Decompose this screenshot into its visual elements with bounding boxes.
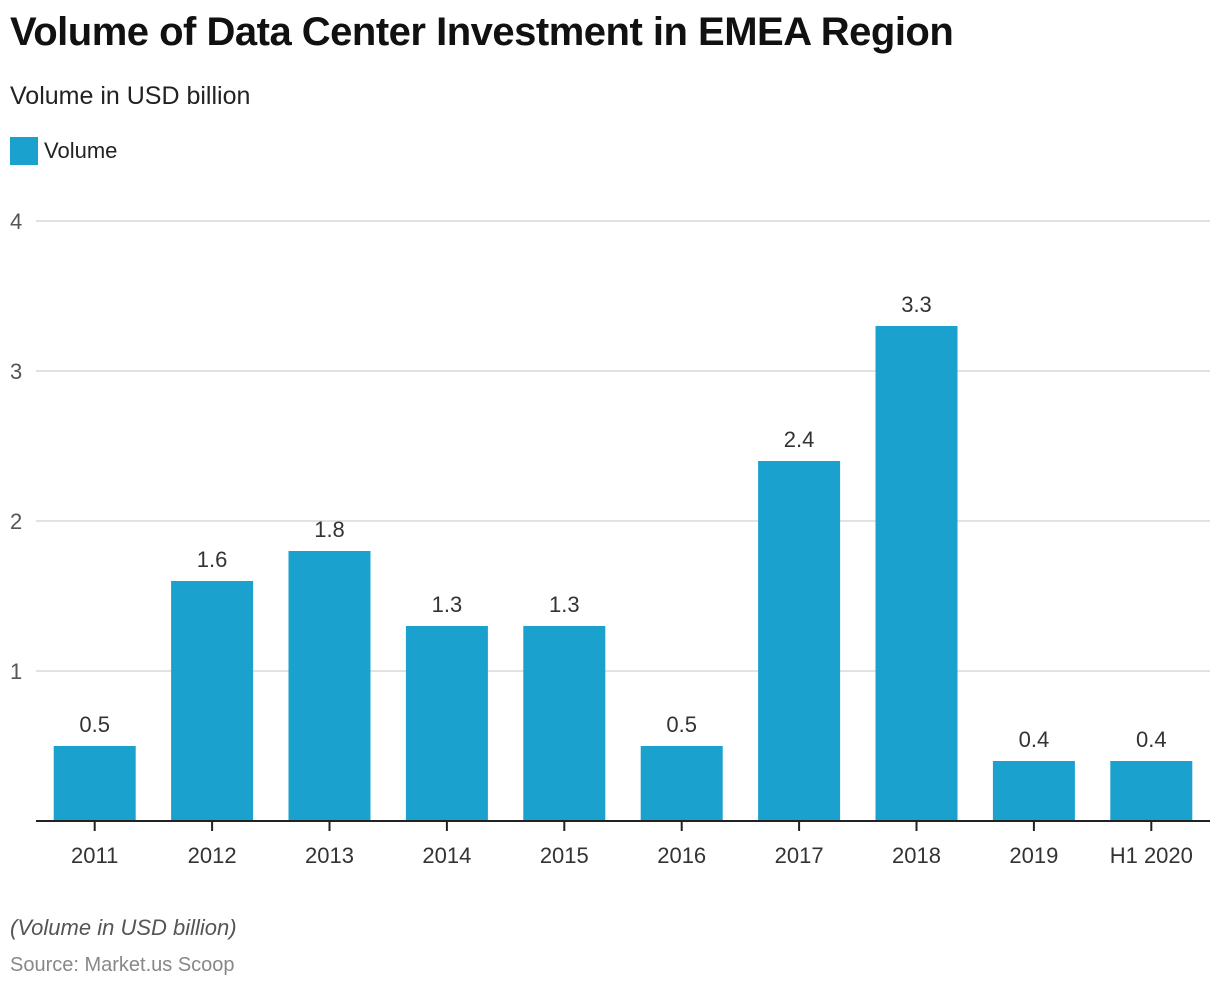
chart-note: (Volume in USD billion) <box>10 915 237 940</box>
y-tick-label: 3 <box>10 359 22 384</box>
bar-2018 <box>875 326 958 821</box>
legend-label-volume: Volume <box>44 138 118 163</box>
y-tick-label: 2 <box>10 509 22 534</box>
data-label: 0.5 <box>79 712 110 737</box>
data-label: 0.5 <box>666 712 697 737</box>
data-label: 1.8 <box>314 517 345 542</box>
bar-2012 <box>171 581 254 821</box>
bar-2015 <box>523 626 606 821</box>
bar-2014 <box>405 626 488 821</box>
x-tick-label: 2015 <box>540 843 589 868</box>
chart-source: Source: Market.us Scoop <box>10 954 235 976</box>
data-label: 1.6 <box>197 547 228 572</box>
data-label: 1.3 <box>432 592 463 617</box>
bar-h1-2020 <box>1110 761 1193 821</box>
data-label: 2.4 <box>784 427 815 452</box>
y-tick-label: 4 <box>10 209 22 234</box>
legend-swatch-volume <box>10 137 38 165</box>
bar-2019 <box>992 761 1075 821</box>
x-tick-label: 2014 <box>422 843 471 868</box>
x-tick-label: 2016 <box>657 843 706 868</box>
x-tick-label: 2011 <box>71 843 118 868</box>
bar-2016 <box>640 746 723 821</box>
y-tick-label: 1 <box>10 659 22 684</box>
bar-2011 <box>53 746 136 821</box>
x-tick-label: 2012 <box>188 843 237 868</box>
legend: Volume <box>10 137 117 165</box>
data-label: 0.4 <box>1136 727 1167 752</box>
data-label: 0.4 <box>1019 727 1050 752</box>
data-label: 3.3 <box>901 292 932 317</box>
chart-subtitle: Volume in USD billion <box>10 82 251 110</box>
chart-title: Volume of Data Center Investment in EMEA… <box>10 10 954 54</box>
x-tick-label: 2018 <box>892 843 941 868</box>
x-tick-label: H1 2020 <box>1110 843 1193 868</box>
x-tick-label: 2017 <box>775 843 824 868</box>
data-label: 1.3 <box>549 592 580 617</box>
x-tick-label: 2019 <box>1009 843 1058 868</box>
bar-2013 <box>288 551 371 821</box>
x-tick-label: 2013 <box>305 843 354 868</box>
bar-2017 <box>758 461 841 821</box>
